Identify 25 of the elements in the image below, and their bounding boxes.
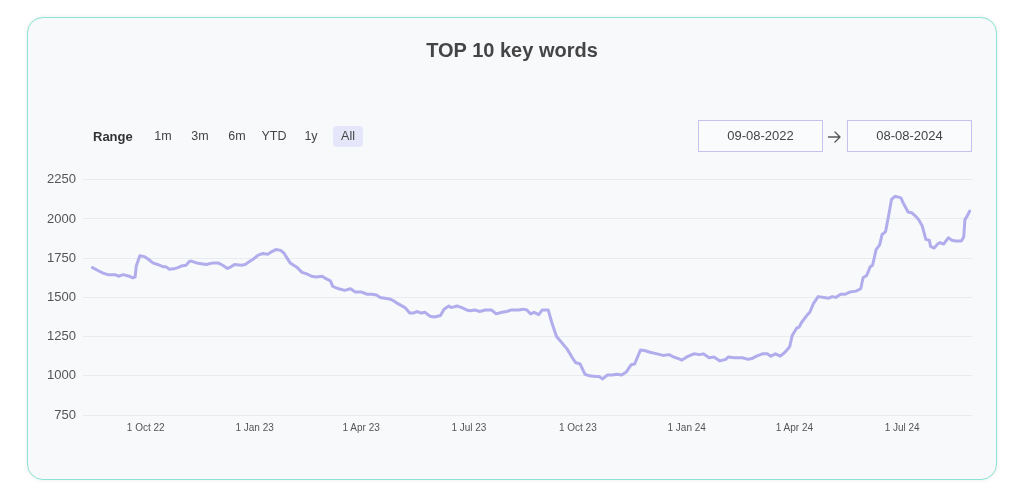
x-tick-label: 1 Apr 23 bbox=[342, 421, 381, 433]
range-button[interactable]: 1m bbox=[148, 126, 178, 147]
x-tick-label: 1 Apr 24 bbox=[775, 421, 814, 433]
range-button[interactable]: YTD bbox=[259, 126, 289, 147]
y-tick-label: 2250 bbox=[47, 171, 76, 187]
y-tick-label: 1500 bbox=[47, 288, 76, 304]
x-tick-label: 1 Jan 23 bbox=[235, 421, 275, 433]
y-tick-label: 1750 bbox=[47, 249, 76, 265]
y-tick-label: 1250 bbox=[47, 328, 76, 344]
x-tick-label: 1 Oct 23 bbox=[558, 421, 598, 433]
chart-title: TOP 10 key words bbox=[425, 38, 599, 62]
y-tick-label: 1000 bbox=[47, 367, 76, 383]
y-tick-label: 2000 bbox=[47, 210, 76, 226]
x-tick-label: 1 Jul 23 bbox=[451, 421, 487, 433]
x-tick-label: 1 Jul 24 bbox=[884, 421, 921, 433]
range-button[interactable]: All bbox=[333, 126, 363, 147]
range-button[interactable]: 1y bbox=[296, 126, 326, 147]
date-field[interactable]: 08-08-2024 bbox=[847, 120, 972, 152]
x-tick-label: 1 Oct 22 bbox=[126, 421, 166, 433]
range-button[interactable]: 3m bbox=[185, 126, 215, 147]
x-tick-label: 1 Jan 24 bbox=[667, 421, 707, 433]
text: Range bbox=[93, 129, 133, 145]
y-tick-label: 750 bbox=[54, 406, 76, 422]
date-field[interactable]: 09-08-2022 bbox=[698, 120, 823, 152]
range-button[interactable]: 6m bbox=[222, 126, 252, 147]
